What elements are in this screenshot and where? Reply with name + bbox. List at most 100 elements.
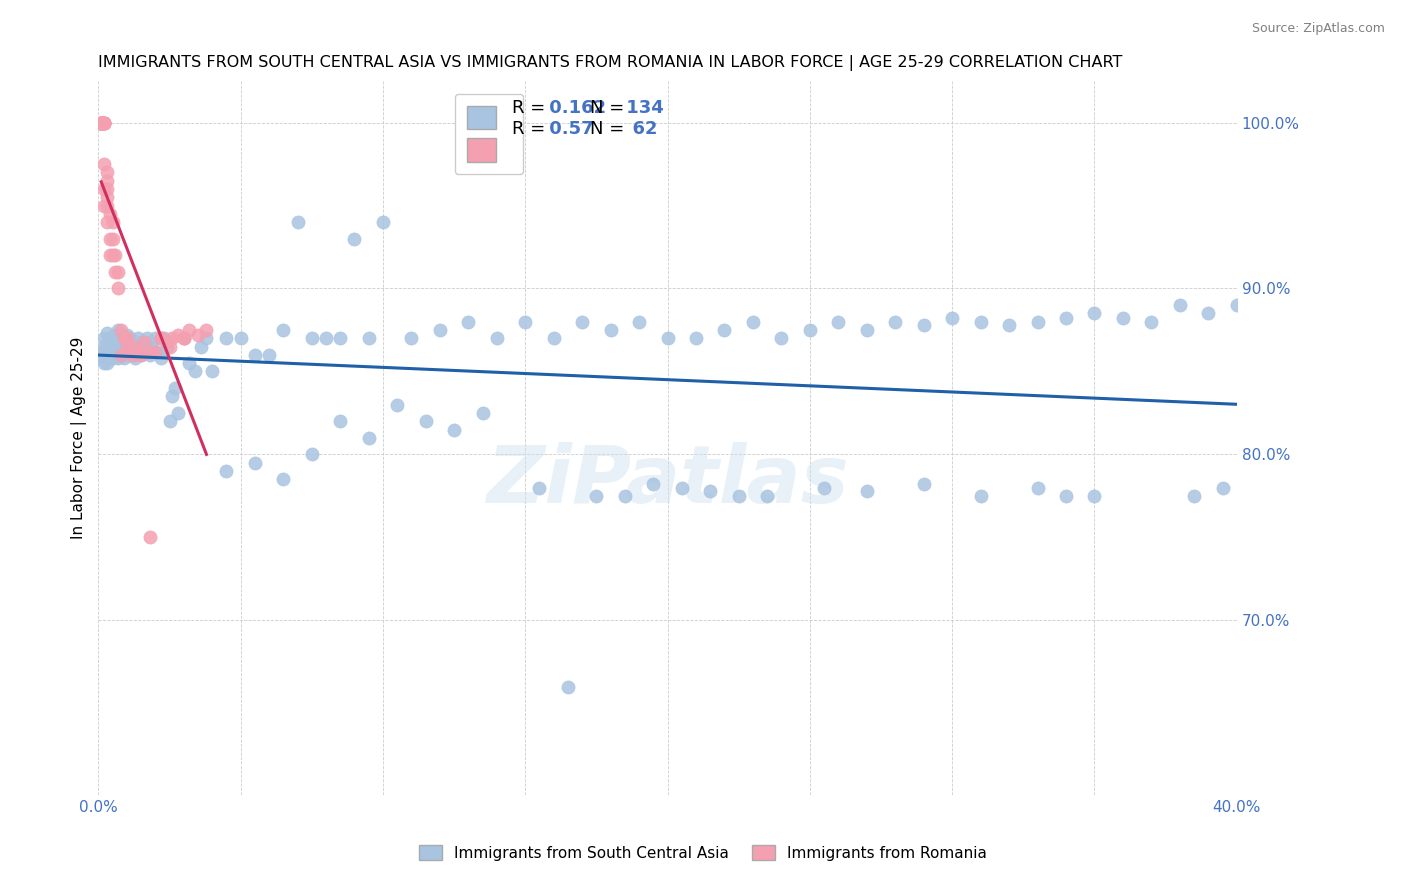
Point xyxy=(357,431,380,445)
Point xyxy=(104,328,127,343)
Point xyxy=(132,334,155,349)
Point xyxy=(93,356,115,370)
Point xyxy=(115,348,138,362)
Point xyxy=(101,331,124,345)
Point xyxy=(138,334,160,349)
Point xyxy=(93,115,115,129)
Point xyxy=(107,331,129,345)
Point xyxy=(112,331,135,345)
Point xyxy=(301,447,323,461)
Point xyxy=(98,248,121,262)
Point xyxy=(96,348,118,362)
Point xyxy=(138,531,160,545)
Point xyxy=(98,344,121,359)
Point xyxy=(315,331,337,345)
Point xyxy=(127,344,149,359)
Point xyxy=(146,344,169,359)
Point xyxy=(827,315,849,329)
Point xyxy=(112,331,135,345)
Point xyxy=(415,414,437,428)
Text: 0.57: 0.57 xyxy=(544,120,595,138)
Point xyxy=(329,331,352,345)
Legend: Immigrants from South Central Asia, Immigrants from Romania: Immigrants from South Central Asia, Immi… xyxy=(412,837,994,868)
Point xyxy=(685,331,707,345)
Point xyxy=(104,334,127,349)
Point xyxy=(599,323,621,337)
Point xyxy=(90,115,112,129)
Point xyxy=(1212,481,1234,495)
Point xyxy=(613,489,636,503)
Point xyxy=(969,315,991,329)
Point xyxy=(195,331,218,345)
Text: IMMIGRANTS FROM SOUTH CENTRAL ASIA VS IMMIGRANTS FROM ROMANIA IN LABOR FORCE | A: IMMIGRANTS FROM SOUTH CENTRAL ASIA VS IM… xyxy=(98,55,1123,71)
Point xyxy=(912,477,935,491)
Point xyxy=(129,334,152,349)
Point xyxy=(1182,489,1205,503)
Point xyxy=(457,315,479,329)
Point xyxy=(98,351,121,366)
Point xyxy=(90,115,112,129)
Point xyxy=(124,340,146,354)
Point xyxy=(135,331,157,345)
Point xyxy=(643,477,665,491)
Point xyxy=(1112,311,1135,326)
Point xyxy=(167,406,190,420)
Point xyxy=(93,157,115,171)
Point xyxy=(101,344,124,359)
Point xyxy=(215,331,238,345)
Point xyxy=(713,323,735,337)
Point xyxy=(115,328,138,343)
Point xyxy=(143,344,166,359)
Point xyxy=(118,340,141,354)
Point xyxy=(93,115,115,129)
Point xyxy=(187,328,209,343)
Text: R =: R = xyxy=(512,99,546,117)
Point xyxy=(165,381,187,395)
Point xyxy=(93,115,115,129)
Point xyxy=(101,248,124,262)
Point xyxy=(124,351,146,366)
Point xyxy=(969,489,991,503)
Point xyxy=(156,340,179,354)
Point xyxy=(107,348,129,362)
Point xyxy=(357,331,380,345)
Point xyxy=(98,207,121,221)
Point xyxy=(756,489,779,503)
Point xyxy=(173,331,195,345)
Point xyxy=(471,406,494,420)
Point xyxy=(115,331,138,345)
Text: 134: 134 xyxy=(620,99,664,117)
Point xyxy=(884,315,907,329)
Point xyxy=(184,364,207,378)
Point xyxy=(401,331,423,345)
Point xyxy=(998,318,1021,332)
Point xyxy=(257,348,280,362)
Point xyxy=(215,464,238,478)
Point xyxy=(179,323,201,337)
Point xyxy=(515,315,537,329)
Point xyxy=(141,340,163,354)
Point xyxy=(770,331,793,345)
Point xyxy=(104,348,127,362)
Point xyxy=(429,323,451,337)
Point xyxy=(96,356,118,370)
Point xyxy=(101,232,124,246)
Point xyxy=(1083,489,1105,503)
Point xyxy=(90,115,112,129)
Text: Source: ZipAtlas.com: Source: ZipAtlas.com xyxy=(1251,22,1385,36)
Point xyxy=(110,348,132,362)
Point xyxy=(1026,315,1049,329)
Point xyxy=(124,340,146,354)
Point xyxy=(1054,489,1077,503)
Point xyxy=(529,481,551,495)
Point xyxy=(104,248,127,262)
Point xyxy=(571,315,593,329)
Point xyxy=(153,331,176,345)
Legend: , : , xyxy=(454,94,523,174)
Point xyxy=(699,483,721,498)
Point xyxy=(96,326,118,341)
Point xyxy=(93,331,115,345)
Point xyxy=(127,344,149,359)
Point xyxy=(96,344,118,359)
Point xyxy=(343,232,366,246)
